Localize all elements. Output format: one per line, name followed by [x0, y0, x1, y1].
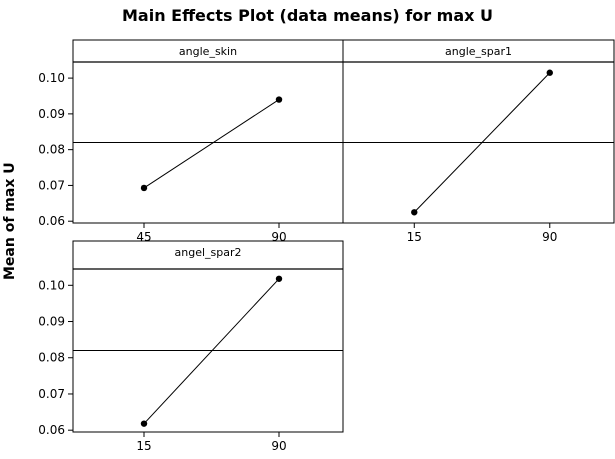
x-tick-label: 15 [407, 230, 422, 244]
y-tick-label: 0.10 [38, 71, 65, 85]
data-point [546, 69, 553, 76]
panel-label: angle_skin [179, 45, 237, 58]
data-point [411, 209, 418, 216]
panel-label: angle_spar1 [445, 45, 512, 58]
panel-frame [72, 39, 344, 224]
data-point [140, 184, 148, 192]
chart-title: Main Effects Plot (data means) for max U [121, 6, 493, 25]
data-point [275, 96, 283, 103]
data-point [140, 420, 148, 427]
y-tick-label: 0.09 [38, 315, 65, 329]
y-tick-label: 0.08 [38, 143, 65, 157]
x-tick-label: 15 [136, 439, 151, 453]
y-tick-label: 0.07 [38, 178, 65, 192]
x-tick-label: 90 [271, 230, 286, 244]
panel-frame [72, 240, 344, 433]
y-tick-label: 0.08 [38, 351, 65, 365]
series-line [143, 99, 280, 189]
y-tick-label: 0.06 [38, 423, 65, 437]
y-tick-label: 0.07 [38, 387, 65, 401]
panel-frame [342, 39, 615, 224]
y-tick-label: 0.09 [38, 107, 65, 121]
series-line [413, 72, 551, 213]
y-tick-label: 0.10 [38, 278, 65, 292]
data-point [275, 275, 283, 282]
y-tick-label: 0.06 [38, 214, 65, 228]
panel-label: angel_spar2 [175, 246, 242, 259]
x-tick-label: 45 [136, 230, 151, 244]
x-tick-label: 90 [271, 439, 286, 453]
x-tick-label: 90 [542, 230, 557, 244]
series-line [143, 278, 280, 425]
